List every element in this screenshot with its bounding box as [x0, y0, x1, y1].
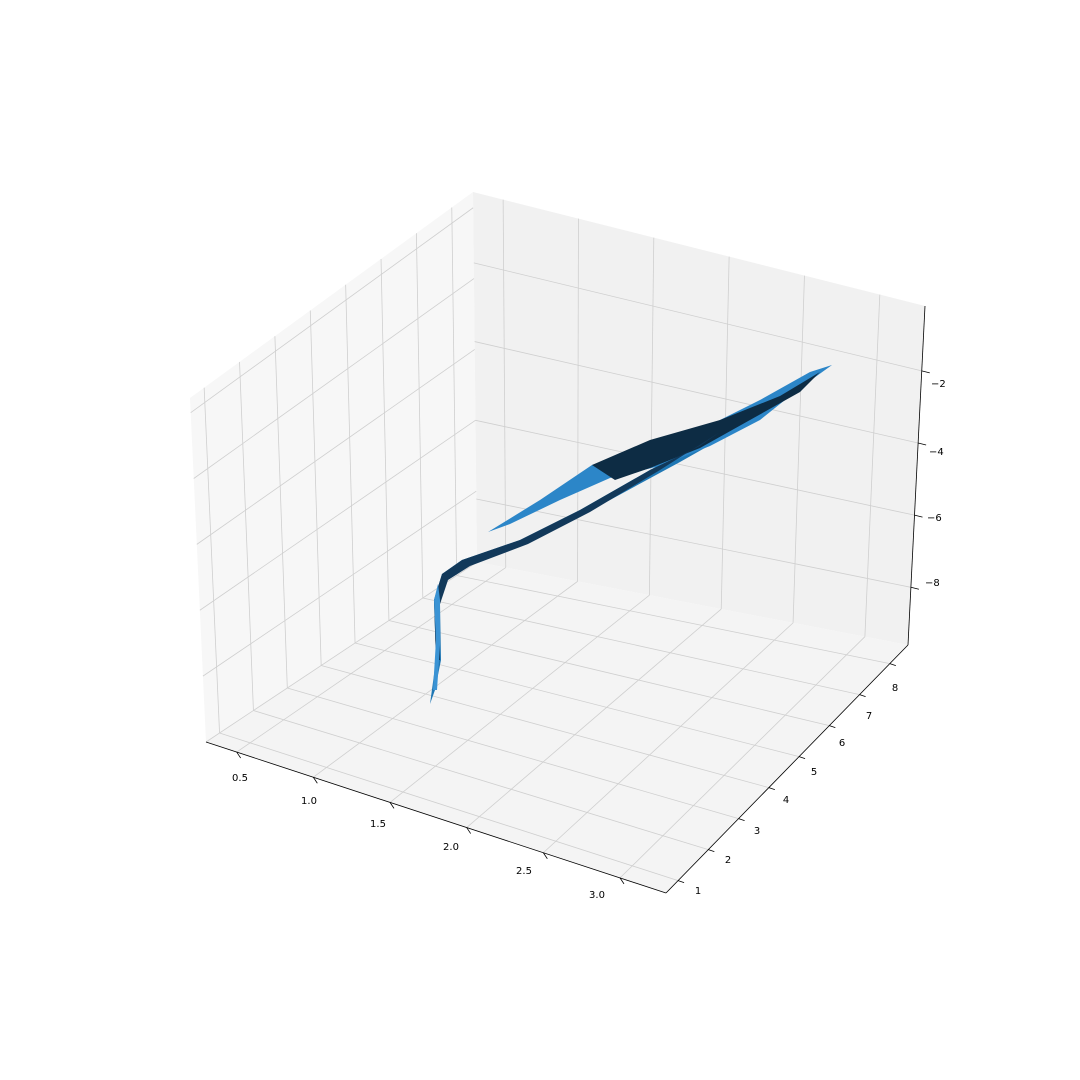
x-gridline — [313, 581, 578, 778]
x-tick-mark — [466, 827, 471, 834]
y-tick-mark — [889, 663, 896, 666]
z-tick-mark — [910, 586, 919, 590]
z-gridline — [193, 278, 475, 479]
y-gridline — [451, 207, 458, 576]
y-tick-label: 1 — [695, 886, 701, 897]
x-tick-mark — [619, 877, 625, 885]
x-gridline — [649, 237, 655, 596]
back-pane — [473, 192, 925, 645]
z-gridline — [476, 498, 911, 588]
x-gridline — [502, 199, 507, 568]
z-axis-tick-labels: −2 −4 −6 −8 — [925, 379, 946, 589]
surface-shadow-band — [592, 372, 820, 480]
floor-pane — [206, 562, 908, 893]
z-tick-mark — [914, 514, 923, 518]
y-gridline — [388, 620, 830, 726]
y-tick-mark — [798, 756, 806, 759]
x-tick-label: 2.5 — [516, 866, 532, 877]
x-tick-mark — [543, 852, 548, 859]
x-axis-line — [205, 741, 667, 894]
x-tick-label: 2.0 — [443, 842, 459, 853]
y-gridline — [203, 387, 220, 734]
y-tick-label: 7 — [866, 711, 872, 722]
z-axis-line — [907, 305, 926, 646]
y-tick-mark — [708, 849, 715, 852]
y-gridline — [309, 310, 322, 666]
y-gridline — [456, 575, 890, 664]
x-gridline — [466, 608, 722, 828]
y-gridline — [321, 665, 769, 788]
z-tick-mark — [918, 442, 927, 446]
x-tick-mark — [236, 751, 241, 759]
z-tick-label: −8 — [925, 578, 940, 589]
x-tick-label: 0.5 — [232, 773, 248, 784]
y-gridline — [287, 687, 739, 819]
y-tick-mark — [738, 818, 745, 821]
x-gridline — [236, 567, 506, 753]
y-tick-mark — [829, 725, 836, 728]
grid-layer — [190, 199, 922, 881]
y-gridline — [354, 642, 800, 757]
z-tick-label: −2 — [931, 379, 946, 390]
y-gridline — [239, 361, 254, 711]
z-tick-label: −4 — [929, 447, 944, 458]
z-tick-label: −6 — [927, 513, 942, 524]
y-gridline — [416, 233, 424, 599]
x-gridline — [864, 294, 881, 637]
y-axis-tick-labels: 1 2 3 4 5 6 7 8 — [695, 683, 898, 897]
x-gridline — [619, 636, 866, 879]
y-gridline — [274, 336, 288, 689]
y-tick-label: 3 — [754, 826, 760, 837]
y-tick-label: 4 — [783, 795, 789, 806]
y-tick-mark — [768, 787, 775, 790]
y-axis-line — [665, 644, 909, 894]
x-gridline — [543, 622, 794, 854]
surface-plot — [430, 365, 832, 704]
z-tick-mark — [921, 370, 930, 374]
x-tick-label: 1.0 — [301, 796, 317, 807]
z-gridline — [474, 341, 919, 444]
z-gridline — [202, 490, 477, 677]
x-axis-tick-labels: 0.5 1.0 1.5 2.0 2.5 3.0 — [232, 773, 605, 901]
x-tick-mark — [313, 777, 318, 784]
left-pane — [190, 192, 477, 742]
y-gridline — [253, 710, 709, 850]
z-gridline — [205, 561, 478, 743]
x-gridline — [577, 218, 579, 582]
y-gridline — [345, 284, 356, 644]
z-gridline — [199, 419, 476, 611]
y-tick-label: 5 — [811, 767, 817, 778]
z-gridline — [196, 349, 475, 545]
y-tick-mark — [677, 880, 685, 883]
x-tick-label: 1.5 — [370, 819, 386, 830]
y-tick-label: 6 — [839, 738, 845, 749]
y-gridline — [219, 732, 679, 881]
x-tick-label: 3.0 — [589, 890, 605, 901]
x-tick-mark — [389, 802, 395, 809]
x-gridline — [389, 594, 650, 803]
z-gridline — [475, 419, 915, 516]
z-gridline — [190, 207, 474, 413]
y-tick-label: 2 — [725, 855, 731, 866]
x-gridline — [792, 275, 805, 623]
z-gridline — [473, 262, 922, 372]
axes-layer — [205, 305, 930, 894]
y-gridline — [422, 597, 860, 695]
y-tick-label: 8 — [892, 683, 898, 694]
y-gridline — [380, 258, 390, 621]
surface-stem-highlight — [433, 584, 440, 690]
y-tick-mark — [859, 694, 866, 697]
